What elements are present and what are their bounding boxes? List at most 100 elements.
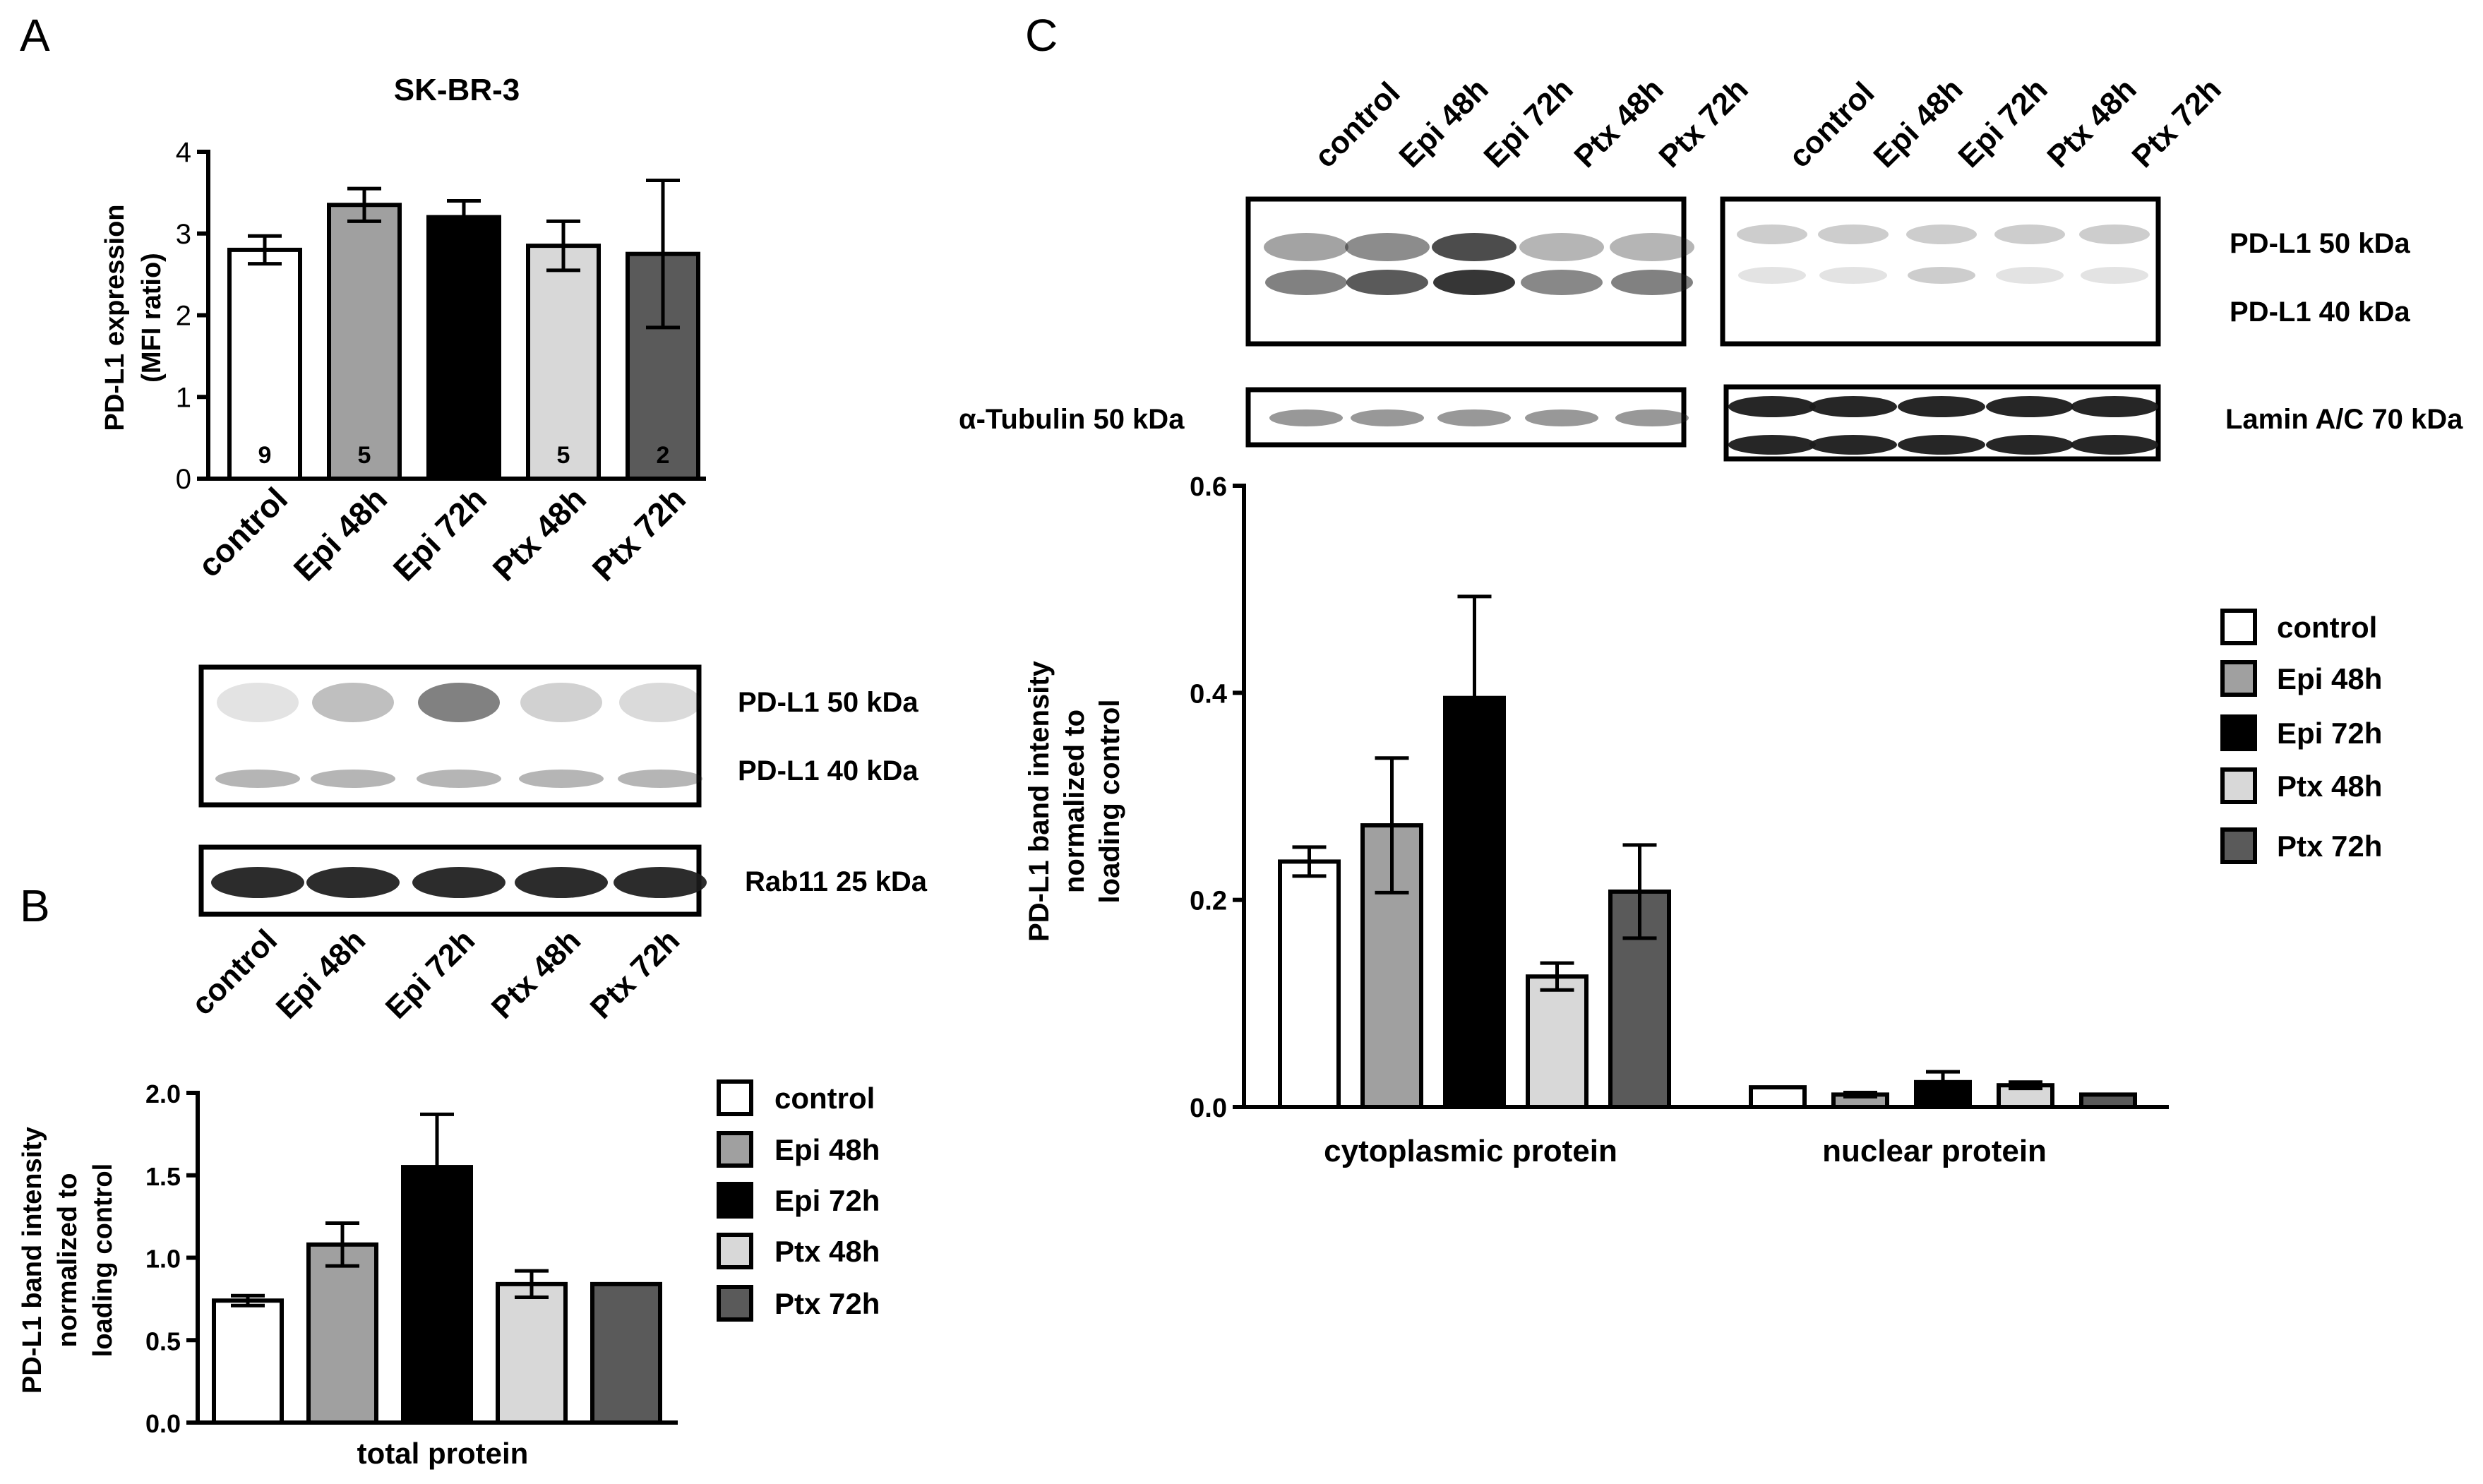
- blot-a-rab11-label: Rab11 25 kDa: [745, 866, 928, 897]
- blot-a-lane-label: Epi 48h: [270, 923, 372, 1025]
- legend-c: control Epi 48h Epi 72h Ptx 48h Ptx 72h: [2220, 609, 2382, 864]
- blot-c-tubulin-label: α-Tubulin 50 kDa: [959, 404, 1185, 435]
- blot-c-cyto-band-40: [1346, 270, 1428, 295]
- panel-label-c: C: [1025, 10, 1058, 61]
- chart-b-bar-epi-48h: [306, 1242, 378, 1425]
- chart-b-xlabel: total protein: [357, 1437, 529, 1470]
- blot-c-lamin-band-c: [1986, 435, 2074, 455]
- blot-c-lamin-band-a: [1809, 396, 1897, 417]
- legend-b-swatch-epi-48h: [717, 1131, 753, 1168]
- chart-a: SK-BR-3 0 1 2 3 4 PD-L1 expression (MFI ratio) 9…: [100, 73, 706, 588]
- legend-c-swatch-control: [2220, 609, 2257, 645]
- chart-a-errorbar: [546, 219, 580, 273]
- chart-a-errorbar: [447, 198, 481, 236]
- legend-b-label-ptx-72h: Ptx 72h: [774, 1287, 880, 1320]
- chart-b-errorbar: [231, 1293, 265, 1308]
- blot-a-band-pdl1-40: [215, 770, 300, 788]
- chart-b-ytick-label: 1.0: [145, 1245, 181, 1274]
- chart-c-bar-nuclear-protein-ptx-72h: [2079, 1092, 2137, 1110]
- blot-c-nuc-band-50: [2079, 225, 2150, 244]
- blot-c-tubulin-band: [1269, 409, 1343, 426]
- chart-a-xtick-label: Epi 72h: [386, 480, 493, 587]
- blot-c-nuc-band-40: [1819, 267, 1887, 284]
- chart-a-ytick-label: 2: [176, 301, 191, 332]
- chart-a-bar-epi-72h: [426, 215, 501, 481]
- chart-c-xtick-label: cytoplasmic protein: [1324, 1134, 1617, 1168]
- legend-b-label-control: control: [774, 1082, 875, 1115]
- blot-c-lamin-band-c: [1809, 435, 1897, 455]
- chart-a-errorbar: [347, 186, 381, 223]
- blot-c-lane-label: control: [1782, 76, 1881, 174]
- blot-c-cyto-band-40: [1521, 270, 1603, 295]
- chart-a-xtick-label: Ptx 48h: [486, 480, 593, 587]
- chart-a-xtick-label: Epi 48h: [287, 480, 394, 587]
- blot-c-pdl1-40-label: PD-L1 40 kDa: [2230, 297, 2410, 328]
- blot-c-tubulin-band: [1351, 409, 1424, 426]
- chart-c-ytick-label: 0.0: [1190, 1094, 1227, 1123]
- blot-c-lane-label: Ptx 48h: [2040, 72, 2143, 174]
- blot-a-pdl1-50-label: PD-L1 50 kDa: [738, 687, 919, 718]
- chart-b-ytick-label: 0.0: [145, 1409, 181, 1438]
- chart-c-errorbar: [1843, 1090, 1877, 1099]
- blot-c-lamin-band-a: [1728, 396, 1816, 417]
- legend-b-swatch-epi-72h: [717, 1182, 753, 1219]
- chart-a-errorbar: [248, 234, 282, 266]
- legend-b-label-ptx-48h: Ptx 48h: [774, 1235, 880, 1268]
- chart-a-ytick-label: 0: [176, 464, 191, 495]
- blot-a-pdl1-40-label: PD-L1 40 kDa: [738, 755, 919, 786]
- chart-b-ytick-label: 0.5: [145, 1327, 181, 1356]
- chart-c-bar-nuclear-protein-control: [1749, 1085, 1807, 1109]
- blot-a-band-pdl1-50: [217, 683, 299, 722]
- blot-a-band-pdl1-40: [311, 770, 395, 788]
- blot-c-cyto-band-40: [1433, 270, 1515, 295]
- legend-c-label-ptx-48h: Ptx 48h: [2277, 770, 2382, 803]
- chart-c-errorbar: [1292, 845, 1327, 878]
- legend-c-swatch-ptx-48h: [2220, 767, 2257, 804]
- blot-c-lane-label: Epi 48h: [1867, 72, 1969, 174]
- chart-c: 0.0 0.2 0.4 0.6 PD-L1 band intensity normaliz…: [1024, 472, 2169, 1168]
- chart-a-ytick-label: 4: [176, 137, 191, 168]
- blot-c-lane-label: Ptx 72h: [1652, 72, 1754, 174]
- chart-a-bar-n-label: 9: [258, 442, 272, 469]
- chart-b-errorbar: [515, 1269, 549, 1300]
- chart-c-ytick-label: 0.2: [1190, 887, 1227, 916]
- blot-c-nuc-band-50: [1737, 225, 1807, 244]
- chart-a-ylabel: PD-L1 expression (MFI ratio): [100, 205, 167, 431]
- blot-c-cyto-band-50: [1610, 233, 1694, 261]
- legend-b-label-epi-48h: Epi 48h: [774, 1133, 880, 1166]
- blot-c-cyto-band-50: [1264, 233, 1348, 261]
- blot-a-band-rab11: [306, 867, 400, 898]
- legend-c-swatch-ptx-72h: [2220, 827, 2257, 864]
- blot-c-tubulin-band: [1615, 409, 1689, 426]
- blot-c-lamin-band-c: [2071, 435, 2158, 455]
- blot-c-lane-label: control: [1308, 76, 1406, 174]
- chart-b-bar-epi-72h: [401, 1165, 473, 1425]
- blot-a-band-pdl1-40: [519, 770, 604, 788]
- chart-c-errorbar: [1457, 594, 1492, 801]
- chart-c-errorbar: [2009, 1080, 2042, 1091]
- blot-c-cyto-band-40: [1265, 270, 1347, 295]
- chart-a-xtick-label: control: [191, 480, 294, 584]
- legend-b-swatch-ptx-72h: [717, 1285, 753, 1322]
- chart-a-bar-n-label: 2: [657, 442, 670, 469]
- blot-c-nuc-pdl1-frame: [1720, 196, 2161, 347]
- chart-c-ytick-label: 0.4: [1190, 679, 1227, 709]
- chart-c-errorbar: [1622, 843, 1657, 940]
- blot-a: PD-L1 50 kDa PD-L1 40 kDa Rab11 25 kDa c…: [185, 664, 928, 1026]
- legend-c-label-epi-72h: Epi 72h: [2277, 717, 2382, 750]
- blot-c-lane-label: Epi 48h: [1392, 72, 1495, 174]
- blot-c-cyto-band-40: [1611, 270, 1693, 295]
- blot-c-cyto-band-50: [1519, 233, 1604, 261]
- legend-b-swatch-ptx-48h: [717, 1233, 753, 1269]
- blot-a-band-pdl1-40: [417, 770, 501, 788]
- blot-c-lamin-label: Lamin A/C 70 kDa: [2225, 404, 2463, 435]
- chart-a-title: SK-BR-3: [394, 73, 520, 107]
- blot-c-lane-label: Epi 72h: [1477, 72, 1579, 174]
- legend-b-label-epi-72h: Epi 72h: [774, 1184, 880, 1217]
- blot-c-lane-label: Ptx 48h: [1567, 72, 1670, 174]
- blot-a-lane-label: control: [185, 923, 284, 1022]
- blot-a-band-pdl1-50: [418, 683, 500, 722]
- chart-c-xtick-label: nuclear protein: [1822, 1134, 2047, 1168]
- legend-c-label-epi-48h: Epi 48h: [2277, 662, 2382, 695]
